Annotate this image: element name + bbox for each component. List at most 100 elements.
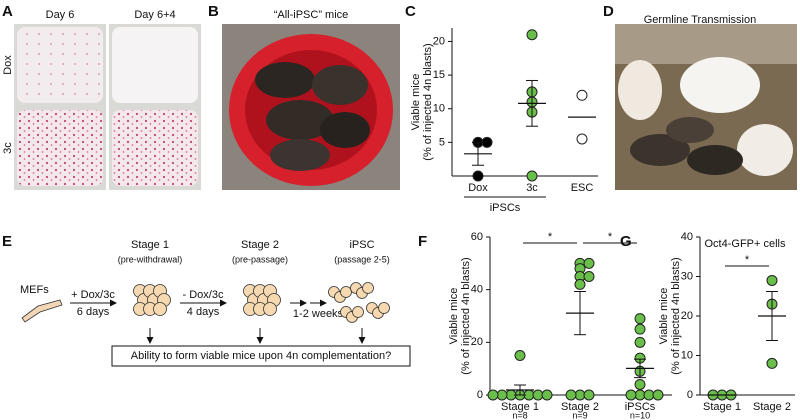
y-tick-label: 15: [433, 69, 445, 81]
data-point: [472, 170, 484, 182]
n-label: n=9: [572, 410, 587, 420]
y-axis-label: (% of injected 4n blasts): [460, 257, 472, 374]
row-label: 3c: [2, 142, 14, 154]
photo-a: [14, 24, 201, 190]
bedding: [737, 124, 793, 176]
mouse: [255, 62, 315, 98]
stage-name: Stage 1: [131, 239, 169, 251]
panel-letter: D: [603, 3, 614, 20]
question: Ability to form viable mice upon 4n comp…: [131, 350, 391, 362]
row-label: Dox: [2, 55, 14, 75]
stage-note: (pre-passage): [232, 254, 288, 264]
bedding: [618, 60, 662, 120]
cell: [352, 306, 364, 318]
data-point: [766, 357, 778, 369]
data-point: [514, 350, 526, 361]
chart-title: Oct4-GFP+ cells: [705, 238, 786, 250]
significance-label: *: [608, 231, 613, 243]
data-point: [576, 133, 588, 145]
y-tick-label: 10: [681, 349, 693, 361]
x-tick-label: Stage 1: [703, 401, 741, 413]
stage-note: (pre-withdrawal): [118, 254, 183, 264]
well: [112, 110, 198, 186]
y-tick-label: 20: [471, 336, 483, 348]
cage-wall: [615, 24, 797, 64]
photo-title: “All-iPSC” mice: [274, 9, 349, 21]
cell: [362, 282, 374, 294]
cell: [378, 302, 390, 314]
panel-letter: B: [208, 3, 219, 20]
y-tick-label: 20: [433, 35, 445, 47]
data-point: [634, 323, 646, 335]
y-axis-label: Viable mice: [658, 288, 670, 345]
group-label: iPSCs: [490, 202, 521, 214]
stage-name: iPSC: [349, 239, 374, 251]
y-tick-label: 10: [433, 103, 445, 115]
n-label: n=8: [512, 410, 527, 420]
y-tick-label: 0: [477, 389, 483, 401]
data-point: [583, 271, 595, 282]
well: [112, 27, 198, 103]
stage-note: (passage 2-5): [334, 254, 390, 264]
fibroblast: [21, 299, 63, 323]
step-label: + Dox/3c: [71, 289, 115, 301]
data-point: [634, 336, 646, 348]
y-tick-label: 60: [471, 231, 483, 243]
data-point: [574, 278, 586, 290]
data-point: [526, 29, 538, 41]
cell-clusters: [133, 282, 390, 323]
cell: [263, 302, 277, 316]
panel-letter: F: [418, 233, 427, 250]
photo-title: Germline Transmission: [644, 14, 756, 26]
cell: [153, 302, 167, 316]
data-point: [487, 389, 499, 401]
y-axis-label: (% of injected 4n blasts): [670, 257, 682, 374]
data-point: [766, 274, 778, 286]
data-point: [634, 313, 646, 325]
column-label: Day 6+4: [134, 9, 175, 21]
mouse: [687, 145, 743, 175]
photo-b: [222, 24, 400, 190]
data-point: [526, 170, 538, 182]
x-tick-label: 3c: [526, 182, 538, 194]
mouse: [630, 134, 690, 166]
panel-letter: G: [620, 233, 632, 250]
data-point: [541, 389, 553, 401]
mouse: [320, 112, 370, 148]
column-label: Day 6: [46, 9, 75, 21]
step-duration: 4 days: [187, 306, 220, 318]
significance-label: *: [745, 254, 750, 266]
data-point: [583, 257, 595, 269]
data-point: [652, 389, 664, 401]
stage-name: Stage 2: [241, 239, 279, 251]
data-point: [583, 389, 595, 401]
x-tick-label: ESC: [571, 182, 594, 194]
white-mouse: [680, 57, 760, 113]
start-label: MEFs: [20, 284, 49, 296]
x-tick-label: iPSCs: [625, 401, 656, 413]
mouse: [270, 139, 330, 171]
mouse: [666, 117, 714, 143]
well: [17, 110, 103, 186]
photo-d: [615, 24, 797, 190]
cell: [340, 286, 352, 298]
y-axis-label: (% of injected 4n blasts): [422, 43, 434, 160]
x-tick-label: Stage 1: [501, 401, 539, 413]
data-point: [625, 389, 637, 401]
y-tick-label: 40: [471, 284, 483, 296]
mouse: [266, 100, 334, 140]
step-label: - Dox/3c: [183, 289, 224, 301]
n-label: n=10: [630, 410, 650, 420]
x-tick-label: Stage 2: [753, 401, 791, 413]
y-axis-label: Viable mice: [410, 74, 422, 131]
data-point: [576, 89, 588, 101]
data-point: [565, 389, 577, 401]
x-tick-label: Dox: [468, 182, 488, 194]
well: [17, 27, 103, 103]
y-tick-label: 40: [681, 231, 693, 243]
y-tick-label: 0: [687, 389, 693, 401]
panel-letter: C: [405, 3, 416, 20]
x-tick-label: Stage 2: [561, 401, 599, 413]
question-box: [111, 345, 411, 367]
